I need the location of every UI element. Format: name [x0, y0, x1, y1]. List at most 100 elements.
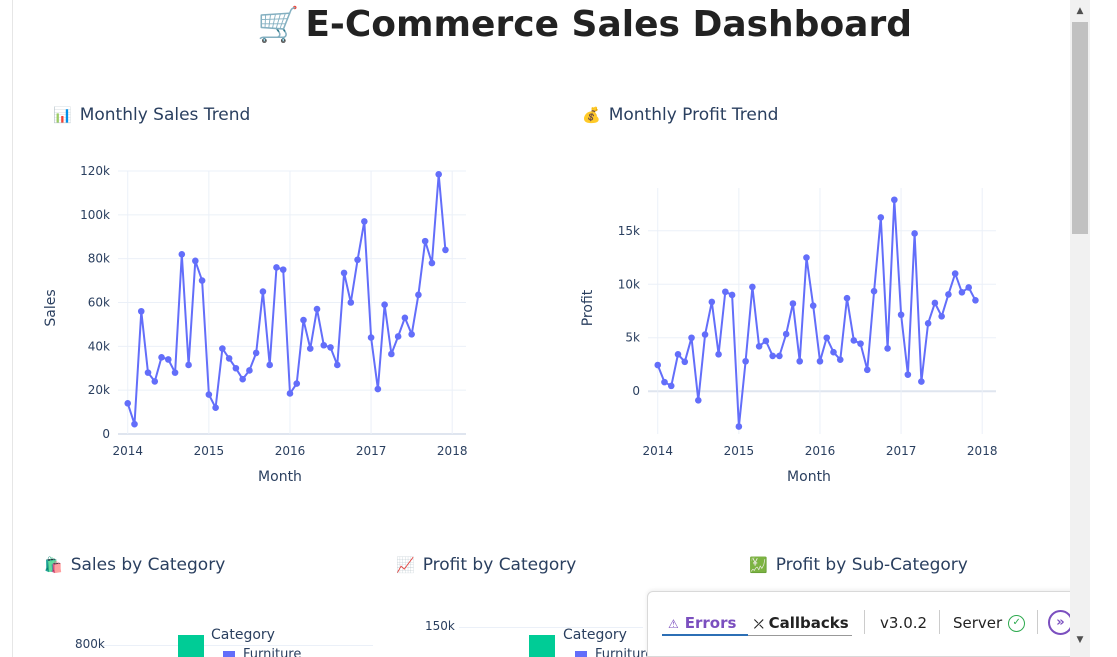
sales-data-point[interactable]	[340, 269, 348, 277]
sales-data-point[interactable]	[144, 369, 152, 376]
sales-data-point[interactable]	[198, 277, 206, 284]
sales-data-point[interactable]	[320, 341, 328, 349]
sales-data-point[interactable]	[225, 355, 233, 362]
sales-by-category-chart[interactable]: 800k Category Furniture	[33, 600, 373, 657]
profit-data-point[interactable]	[809, 302, 817, 309]
profit-data-point[interactable]	[661, 378, 668, 386]
scroll-down-arrow-icon[interactable]: ▼	[1076, 635, 1084, 645]
profit-data-point[interactable]	[843, 294, 851, 302]
profit-data-point[interactable]	[803, 254, 810, 261]
vertical-scrollbar[interactable]: ▲ ▼	[1070, 0, 1090, 657]
profit-trend-chart[interactable]: 0 5k 10k 15k 2014 2015 2016 2017 2018 Month Pro…	[568, 150, 1038, 510]
profit-data-point[interactable]	[945, 291, 952, 298]
profit-data-point[interactable]	[654, 361, 662, 369]
profit-category-legend-entry[interactable]: Furniture	[575, 647, 653, 657]
profit-data-point[interactable]	[708, 298, 716, 306]
profit-data-point[interactable]	[857, 340, 864, 347]
sales-data-point[interactable]	[137, 307, 145, 315]
sales-data-point[interactable]	[286, 390, 294, 397]
profit-data-point[interactable]	[836, 356, 844, 363]
sales-data-point[interactable]	[333, 361, 341, 369]
profit-data-point[interactable]	[762, 337, 770, 345]
sales-data-point[interactable]	[239, 375, 246, 383]
sales-data-point[interactable]	[219, 345, 226, 352]
profit-data-point[interactable]	[924, 320, 932, 327]
profit-data-point[interactable]	[755, 342, 763, 350]
scrollbar-thumb[interactable]	[1072, 22, 1088, 234]
profit-data-point[interactable]	[688, 334, 695, 342]
profit-data-point[interactable]	[911, 230, 918, 237]
profit-data-point[interactable]	[715, 351, 722, 358]
profit-data-point[interactable]	[958, 288, 966, 296]
profit-data-point[interactable]	[897, 311, 905, 319]
profit-data-point[interactable]	[972, 297, 979, 304]
sales-data-point[interactable]	[259, 288, 267, 295]
profit-data-point[interactable]	[904, 371, 912, 378]
profit-data-point[interactable]	[776, 352, 783, 360]
sales-data-point[interactable]	[252, 349, 260, 357]
profit-data-point[interactable]	[674, 351, 682, 358]
profit-data-point[interactable]	[931, 299, 939, 307]
profit-data-point[interactable]	[694, 397, 702, 404]
sales-data-point[interactable]	[164, 356, 172, 363]
profit-data-point[interactable]	[951, 270, 959, 277]
profit-data-point[interactable]	[877, 214, 885, 221]
sales-data-point[interactable]	[293, 380, 301, 387]
profit-data-point[interactable]	[863, 366, 871, 374]
profit-data-point[interactable]	[884, 345, 891, 352]
sales-data-point[interactable]	[273, 264, 280, 271]
sales-data-point[interactable]	[192, 257, 199, 265]
profit-data-point[interactable]	[749, 283, 756, 291]
profit-data-point[interactable]	[796, 357, 803, 365]
sales-data-point[interactable]	[327, 344, 334, 351]
sales-data-point[interactable]	[151, 378, 159, 385]
profit-data-point[interactable]	[816, 357, 824, 365]
profit-data-point[interactable]	[681, 358, 689, 366]
profit-data-point[interactable]	[742, 357, 749, 365]
sales-data-point[interactable]	[394, 333, 402, 340]
sales-data-point[interactable]	[415, 291, 422, 299]
profit-data-point[interactable]	[769, 352, 776, 360]
sales-data-point[interactable]	[131, 420, 138, 428]
sales-data-point[interactable]	[421, 237, 429, 245]
sales-category-legend-entry[interactable]: Furniture	[223, 647, 301, 657]
profit-data-point[interactable]	[735, 423, 743, 430]
profit-data-point[interactable]	[722, 288, 729, 296]
sales-data-point[interactable]	[266, 361, 273, 369]
sales-data-point[interactable]	[442, 246, 449, 254]
sales-data-point[interactable]	[435, 170, 442, 178]
profit-data-point[interactable]	[667, 382, 675, 390]
sales-data-point[interactable]	[381, 301, 388, 308]
sales-data-point[interactable]	[347, 299, 355, 306]
server-status[interactable]: Server ✓	[953, 614, 1026, 632]
sales-data-point[interactable]	[401, 314, 409, 322]
sales-data-point[interactable]	[367, 334, 375, 341]
sales-data-point[interactable]	[212, 404, 219, 411]
sales-data-point[interactable]	[205, 391, 213, 398]
errors-tab[interactable]: ⚠ Errors	[668, 614, 736, 632]
profit-by-category-chart[interactable]: 150k Category Furniture	[383, 600, 653, 657]
profit-data-point[interactable]	[965, 284, 972, 291]
scroll-up-arrow-icon[interactable]: ▲	[1076, 6, 1084, 16]
profit-data-point[interactable]	[789, 300, 797, 307]
sales-data-point[interactable]	[313, 305, 321, 313]
profit-data-point[interactable]	[830, 348, 837, 356]
sales-data-point[interactable]	[246, 367, 253, 374]
sales-data-point[interactable]	[158, 353, 165, 361]
sales-data-point[interactable]	[171, 369, 179, 376]
profit-data-point[interactable]	[701, 331, 709, 338]
sales-data-point[interactable]	[300, 316, 307, 324]
sales-data-point[interactable]	[388, 350, 395, 358]
profit-data-point[interactable]	[850, 337, 858, 344]
sales-data-point[interactable]	[306, 345, 314, 352]
profit-data-point[interactable]	[823, 334, 831, 342]
sales-data-point[interactable]	[361, 218, 368, 225]
sales-data-point[interactable]	[354, 256, 361, 264]
profit-data-point[interactable]	[870, 287, 878, 295]
sales-data-point[interactable]	[374, 385, 382, 393]
profit-data-point[interactable]	[918, 378, 925, 385]
sales-data-point[interactable]	[178, 250, 186, 258]
callbacks-tab[interactable]: ⤫ Callbacks	[754, 614, 849, 632]
profit-data-point[interactable]	[891, 196, 898, 204]
